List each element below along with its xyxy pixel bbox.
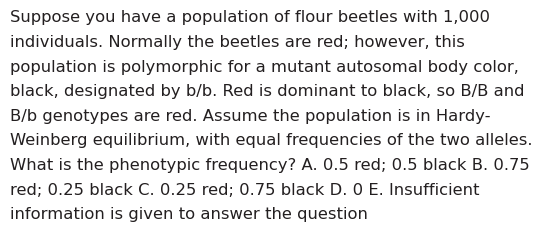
Text: Suppose you have a population of flour beetles with 1,000: Suppose you have a population of flour b… [10, 10, 490, 25]
Text: information is given to answer the question: information is given to answer the quest… [10, 206, 368, 221]
Text: What is the phenotypic frequency? A. 0.5 red; 0.5 black B. 0.75: What is the phenotypic frequency? A. 0.5… [10, 157, 530, 172]
Text: individuals. Normally the beetles are red; however, this: individuals. Normally the beetles are re… [10, 35, 465, 50]
Text: B/b genotypes are red. Assume the population is in Hardy-: B/b genotypes are red. Assume the popula… [10, 108, 490, 123]
Text: black, designated by b/b. Red is dominant to black, so B/B and: black, designated by b/b. Red is dominan… [10, 84, 525, 99]
Text: red; 0.25 black C. 0.25 red; 0.75 black D. 0 E. Insufficient: red; 0.25 black C. 0.25 red; 0.75 black … [10, 182, 479, 197]
Text: population is polymorphic for a mutant autosomal body color,: population is polymorphic for a mutant a… [10, 59, 519, 74]
Text: Weinberg equilibrium, with equal frequencies of the two alleles.: Weinberg equilibrium, with equal frequen… [10, 133, 532, 148]
